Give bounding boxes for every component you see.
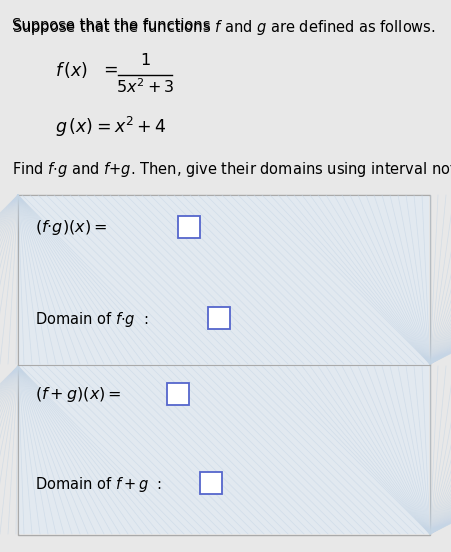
Bar: [207, 307, 230, 329]
Text: Suppose that the functions $f$ and $g$ are defined as follows.: Suppose that the functions $f$ and $g$ a…: [12, 18, 435, 37]
Text: $1$: $1$: [139, 52, 150, 68]
Text: $f\,(x)$: $f\,(x)$: [55, 60, 88, 80]
Text: $5x^2+3$: $5x^2+3$: [115, 77, 174, 95]
Text: Find $f{\cdot}g$ and $f{+}g$. Then, give their domains using interval notation.: Find $f{\cdot}g$ and $f{+}g$. Then, give…: [12, 160, 451, 179]
Text: Domain of $f + g$  :: Domain of $f + g$ :: [35, 475, 163, 494]
Text: Domain of $f{\cdot}g$  :: Domain of $f{\cdot}g$ :: [35, 310, 150, 329]
Bar: [19, 366, 428, 534]
Text: Suppose that the functions: Suppose that the functions: [12, 18, 215, 33]
Text: $g\,(x) = x^2+4$: $g\,(x) = x^2+4$: [55, 115, 166, 139]
Bar: [166, 383, 189, 405]
Bar: [18, 195, 429, 535]
Bar: [178, 216, 199, 238]
Text: $(f + g)(x) = $: $(f + g)(x) = $: [35, 385, 121, 404]
Bar: [19, 196, 428, 365]
Bar: [199, 472, 221, 494]
Text: $=$: $=$: [100, 60, 118, 78]
Text: $(f{\cdot}g)(x) = $: $(f{\cdot}g)(x) = $: [35, 218, 107, 237]
